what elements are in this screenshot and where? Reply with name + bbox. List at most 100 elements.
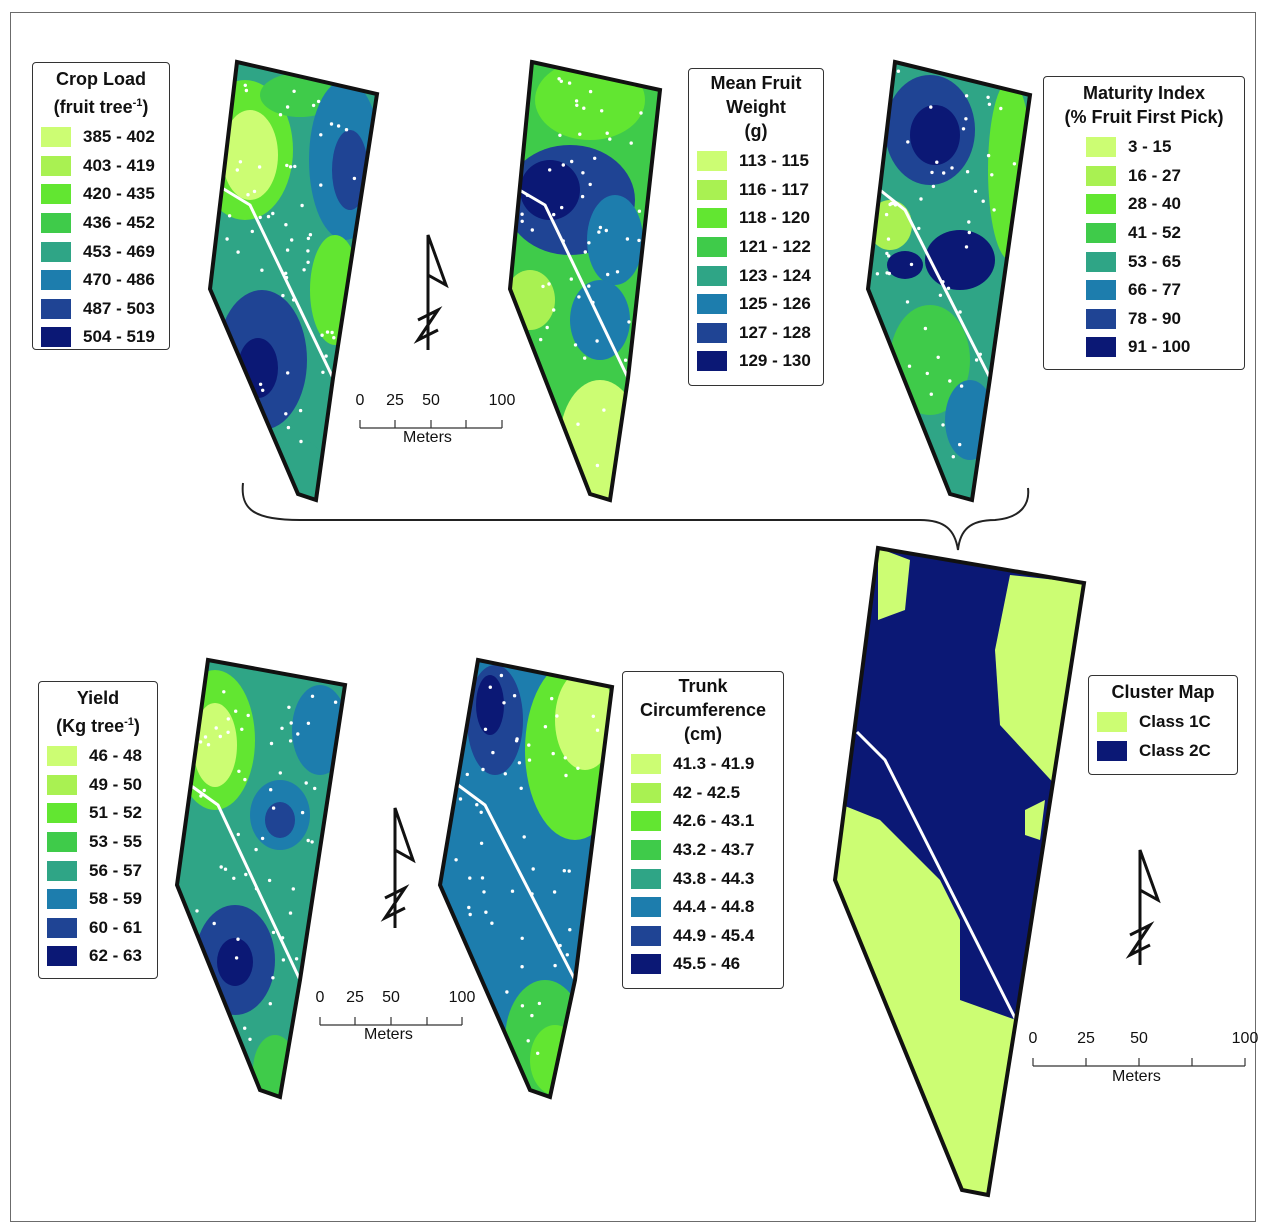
sample-point: [639, 111, 643, 115]
sample-point: [284, 271, 288, 275]
sample-point: [909, 262, 914, 267]
sample-point: [299, 439, 303, 444]
sample-point: [552, 212, 556, 217]
sample-point: [278, 771, 282, 775]
sample-point: [306, 249, 310, 253]
sample-point: [316, 99, 321, 104]
maturity-legend: Maturity Index (% Fruit First Pick) 3 - …: [1043, 76, 1245, 370]
sample-point: [580, 194, 585, 199]
legend-item: 470 - 486: [41, 266, 161, 295]
sample-point: [888, 202, 892, 207]
sample-point: [519, 786, 523, 790]
sample-point: [965, 170, 970, 174]
sample-point: [568, 928, 572, 932]
sample-point: [294, 957, 299, 961]
sample-point: [290, 238, 294, 242]
legend-item: 66 - 77: [1086, 276, 1236, 305]
sample-point: [304, 781, 308, 785]
sample-point: [261, 388, 265, 392]
sample-point: [588, 182, 592, 187]
legend-item: 42.6 - 43.1: [631, 807, 775, 836]
sample-point: [615, 270, 620, 274]
scale-tick-label: 0: [1028, 1030, 1038, 1047]
map1-zone-darkblue: [332, 130, 368, 210]
sample-point: [306, 721, 311, 725]
sample-point: [990, 173, 994, 177]
sample-point: [284, 223, 288, 227]
sample-point: [522, 835, 526, 839]
sample-point: [530, 1013, 534, 1018]
sample-point: [543, 725, 548, 729]
sample-point: [941, 280, 945, 284]
legend-title: (% Fruit First Pick): [1064, 107, 1224, 127]
sample-point: [587, 284, 591, 288]
sample-point: [577, 295, 581, 299]
map2-zone-navy: [520, 160, 580, 220]
sample-point: [503, 772, 507, 776]
sample-point: [581, 171, 585, 175]
sample-point: [527, 758, 532, 762]
map5-zone-light: [555, 670, 612, 770]
sample-point: [625, 237, 630, 241]
legend-item: 436 - 452: [41, 209, 161, 238]
sample-point: [225, 237, 229, 241]
sample-point: [558, 943, 562, 948]
legend-item: 62 - 63: [47, 942, 149, 971]
sample-point: [479, 841, 484, 845]
scale-tick-label: 100: [448, 989, 476, 1006]
sample-point: [567, 81, 572, 85]
sample-point: [243, 83, 247, 88]
sample-point: [288, 165, 293, 169]
sample-point: [308, 233, 313, 237]
legend-title: Cluster Map: [1111, 682, 1215, 702]
sample-point: [576, 422, 580, 426]
scale-tick-label: 50: [422, 392, 440, 409]
map4-zone-light: [193, 703, 237, 787]
sample-point: [319, 183, 323, 187]
sample-point: [551, 751, 555, 756]
sample-point: [226, 730, 230, 734]
legend-item: 28 - 40: [1086, 190, 1236, 219]
sample-point: [329, 122, 334, 126]
sample-point: [936, 355, 940, 359]
legend-item: 91 - 100: [1086, 333, 1236, 362]
legend-item: 385 - 402: [41, 123, 161, 152]
sample-point: [296, 732, 300, 736]
north-arrow-icon: [413, 234, 449, 350]
cluster-road: [855, 730, 1018, 1021]
sample-point: [258, 215, 262, 220]
legend-item: 127 - 128: [697, 319, 815, 348]
sample-point: [563, 756, 567, 760]
sample-point: [313, 786, 317, 791]
sample-point: [582, 106, 586, 110]
sample-point: [520, 219, 524, 223]
map2-zone-teal: [587, 195, 643, 285]
sample-point: [293, 164, 297, 169]
sample-point: [935, 160, 939, 164]
sample-point: [992, 208, 996, 212]
sample-point: [973, 189, 978, 193]
sample-point: [964, 117, 968, 121]
sample-point: [332, 336, 336, 340]
map2-outline: [507, 59, 663, 503]
scale-tick-label: 100: [488, 392, 516, 409]
sample-point: [266, 214, 271, 219]
sample-point: [214, 726, 218, 730]
legend-title: Yield: [76, 688, 120, 708]
sample-point: [573, 343, 578, 347]
legend-item: 16 - 27: [1086, 162, 1236, 191]
sample-point: [235, 168, 239, 172]
legend-item: 60 - 61: [47, 914, 149, 943]
sample-point: [606, 272, 610, 277]
sample-point: [583, 250, 587, 254]
sample-point: [512, 694, 517, 698]
sample-point: [875, 272, 880, 276]
sample-point: [565, 953, 569, 957]
legend-item: 49 - 50: [47, 771, 149, 800]
sample-point: [510, 889, 515, 893]
figure-frame: [10, 12, 1256, 1222]
sample-point: [234, 956, 239, 960]
sample-point: [560, 205, 564, 210]
sample-point: [330, 330, 334, 335]
